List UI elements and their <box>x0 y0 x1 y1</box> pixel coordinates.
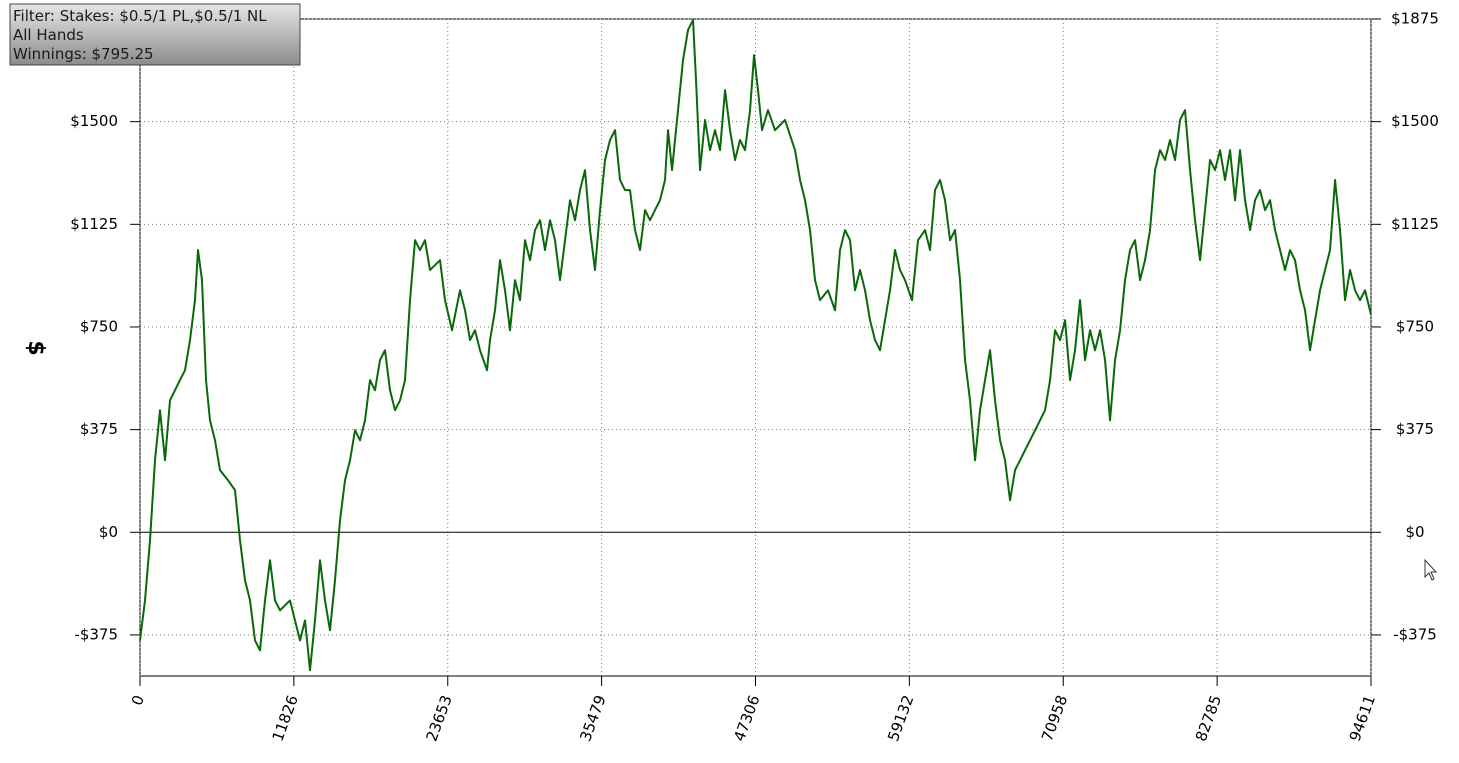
filter-box: Filter: Stakes: $0.5/1 PL,$0.5/1 NL All … <box>9 3 301 66</box>
y-tick-label-right: $1125 <box>1391 215 1439 233</box>
y-tick-label-right: $375 <box>1396 420 1434 438</box>
y-tick-label: $0 <box>99 523 118 541</box>
y-tick-label-right: -$375 <box>1393 625 1437 643</box>
filter-text: Winnings: $795.25 <box>13 45 154 63</box>
filter-text: All Hands <box>13 26 84 44</box>
x-tick-label: 11826 <box>269 693 302 744</box>
y-axis-label: $ <box>23 340 48 355</box>
x-tick-label: 47306 <box>730 693 763 744</box>
y-tick-label-right: $1875 <box>1391 10 1439 28</box>
grid: -$375 -$375 $0 $0 $375 $375 $750 $750 $1125 $1125… <box>70 10 1439 744</box>
filter-text: Filter: Stakes: $0.5/1 PL,$0.5/1 NL <box>13 7 267 25</box>
y-tick-label: $750 <box>80 317 118 335</box>
filter-box-bg <box>9 3 301 66</box>
y-tick-label: $375 <box>80 420 118 438</box>
line-series <box>139 19 1372 672</box>
x-tick-label: 23653 <box>423 693 456 744</box>
y-tick-label: $1125 <box>70 215 118 233</box>
x-tick-label: 59132 <box>884 693 917 744</box>
y-tick-label-right: $0 <box>1405 523 1424 541</box>
x-tick-label: 94611 <box>1346 693 1379 744</box>
y-tick-label-right: $1500 <box>1391 112 1439 130</box>
x-tick-label: 35479 <box>576 693 609 744</box>
plot <box>139 19 1372 672</box>
x-tick-label: 70958 <box>1038 693 1071 744</box>
y-tick-label: -$375 <box>74 625 118 643</box>
cursor <box>1424 558 1438 581</box>
y-tick-label: $1500 <box>70 112 118 130</box>
x-tick-label: 0 <box>128 693 148 708</box>
y-tick-label-right: $750 <box>1396 317 1434 335</box>
x-tick-label: 82785 <box>1192 693 1225 744</box>
